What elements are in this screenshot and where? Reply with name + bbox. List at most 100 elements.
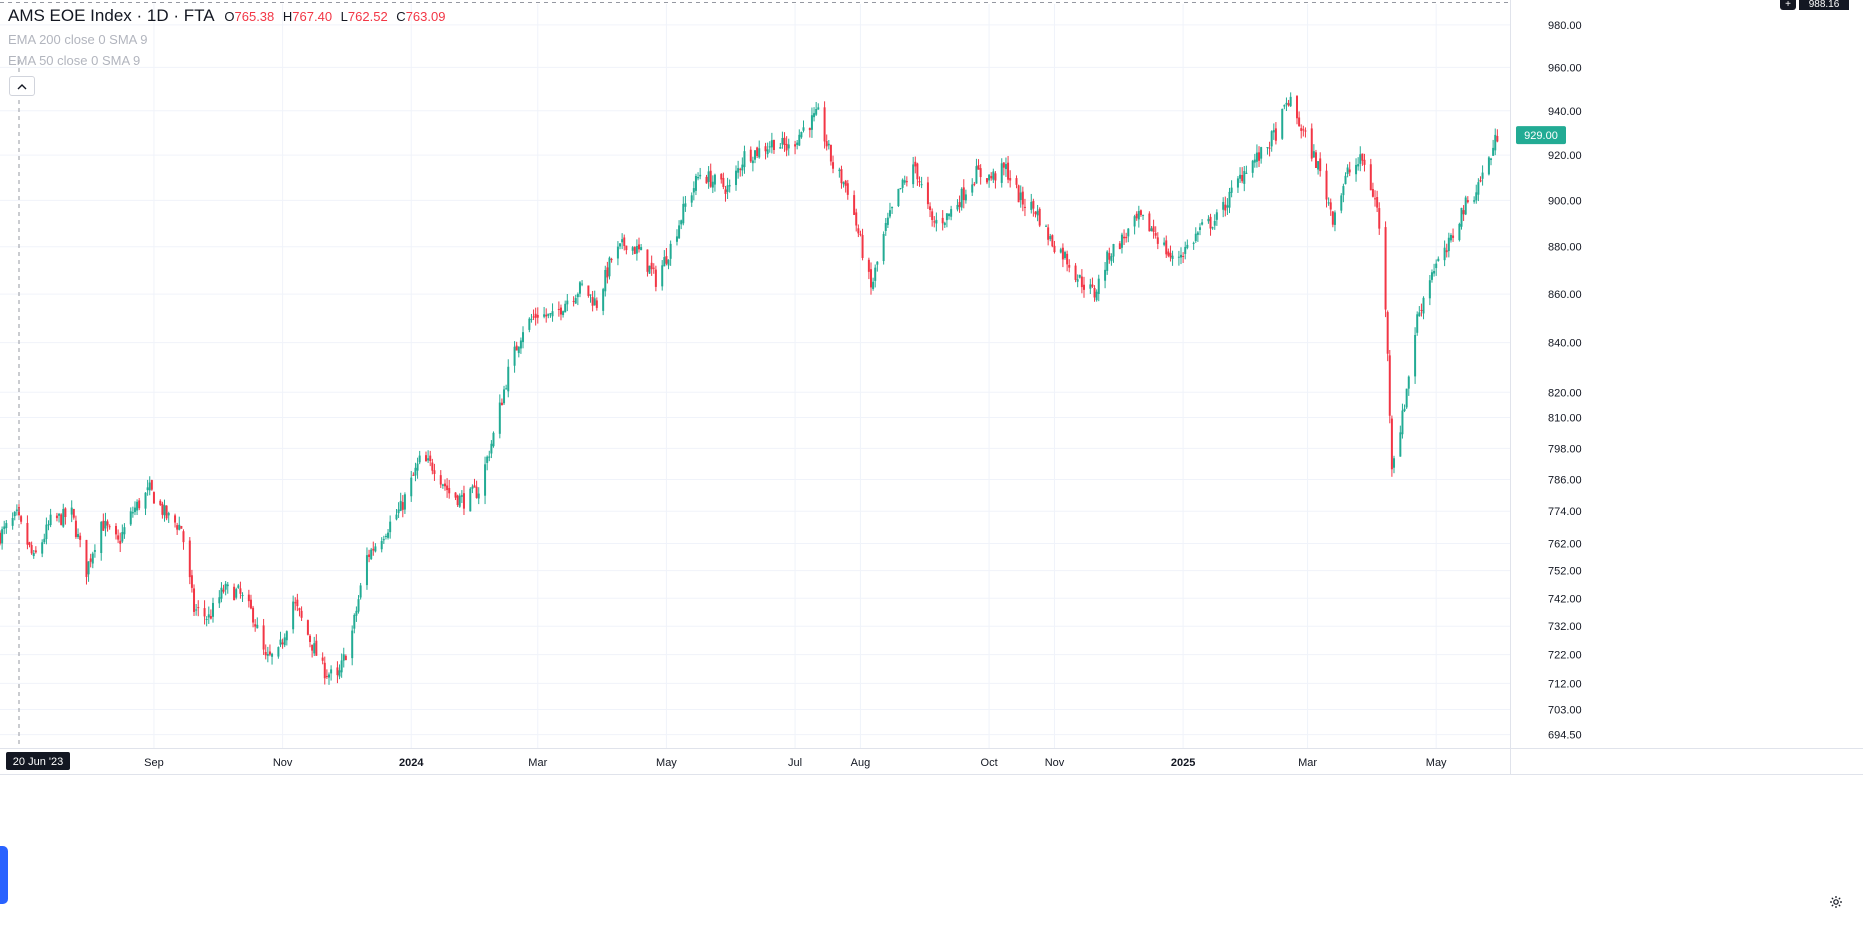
time-tick-label: Mar	[1298, 757, 1317, 769]
candle-body	[1030, 201, 1033, 210]
candle-body	[1211, 227, 1214, 229]
candle	[256, 617, 259, 629]
candle-body	[148, 482, 151, 491]
candle	[589, 294, 592, 303]
candle	[279, 631, 282, 648]
candle	[692, 181, 695, 201]
candle-body	[1481, 172, 1484, 179]
candle	[574, 294, 577, 304]
candle-body	[397, 509, 400, 514]
candle-body	[256, 624, 259, 629]
candle-body	[55, 515, 58, 519]
candle	[365, 547, 368, 590]
candle	[1433, 263, 1436, 277]
candle	[578, 280, 581, 298]
candle-body	[241, 594, 244, 597]
candle	[1064, 250, 1067, 260]
candle	[1464, 195, 1467, 216]
candle	[1393, 455, 1396, 474]
candle-body	[1171, 255, 1174, 260]
candle	[1384, 221, 1387, 318]
candle	[1369, 158, 1372, 191]
candle-body	[382, 539, 385, 541]
candle	[1319, 152, 1322, 177]
candle	[473, 478, 476, 488]
candle	[1186, 239, 1189, 250]
candle-body	[224, 583, 227, 590]
candle	[313, 636, 316, 657]
add-alert-plus-icon[interactable]: +	[1780, 0, 1796, 10]
candle-body	[121, 532, 124, 542]
candle-body	[817, 107, 820, 110]
candle-body	[233, 586, 236, 601]
candle	[359, 582, 362, 600]
candle-body	[492, 432, 495, 447]
candle	[1180, 247, 1183, 265]
candle-body	[741, 164, 744, 171]
candle	[1108, 247, 1111, 264]
candle	[758, 140, 761, 159]
candle-body	[252, 607, 255, 623]
time-tick-label: Mar	[528, 757, 547, 769]
indicator-ema-50[interactable]: EMA 50 close 0 SMA 9	[8, 53, 141, 68]
candle-body	[1150, 228, 1153, 232]
candle	[534, 307, 537, 326]
candle-body	[785, 143, 788, 151]
candle-body	[829, 144, 832, 162]
candle	[916, 162, 919, 186]
price-axis[interactable]: 694.50 703.00 712.00 722.00 732.00 742.00 752.…	[1510, 0, 1863, 924]
candle	[1266, 147, 1269, 155]
candle	[1243, 166, 1246, 192]
candle-body	[327, 674, 330, 678]
time-axis[interactable]: Sep Nov 2024 Mar May Jul Aug Oct Nov 2025 Mar May	[0, 748, 1863, 775]
candle-body	[1260, 147, 1263, 159]
candle	[741, 157, 744, 177]
candle	[798, 129, 801, 147]
candle	[1184, 241, 1187, 260]
candle-body	[1479, 179, 1482, 182]
candle-body	[756, 147, 759, 157]
legend-symbol[interactable]: AMS EOE Index · 1D · FTA	[8, 6, 214, 25]
candle-body	[631, 247, 634, 251]
indicator-ema-200[interactable]: EMA 200 close 0 SMA 9	[8, 32, 148, 47]
candle	[1097, 274, 1100, 302]
candle	[3, 520, 6, 535]
candle-body	[283, 637, 286, 646]
candle-body	[825, 141, 828, 147]
candle	[5, 520, 8, 534]
candle	[247, 589, 250, 608]
side-panel-tab[interactable]	[0, 846, 8, 904]
candle	[490, 440, 493, 459]
candle	[844, 179, 847, 193]
candle	[309, 634, 312, 648]
candle	[425, 451, 428, 462]
candle	[1061, 243, 1064, 268]
candle-body	[1490, 158, 1493, 160]
candle-body	[943, 222, 946, 226]
candle-body	[1097, 278, 1100, 295]
candle-body	[414, 467, 417, 476]
chart-settings-button[interactable]	[1825, 891, 1847, 913]
legend-collapse-button[interactable]	[9, 76, 35, 96]
candle	[562, 310, 565, 318]
candle-body	[1007, 162, 1010, 180]
candle	[72, 508, 75, 520]
candle	[610, 257, 613, 263]
candle-body	[867, 259, 870, 272]
candle	[1127, 228, 1130, 243]
candle	[1241, 167, 1244, 184]
candle	[148, 476, 151, 496]
candle-body	[410, 477, 413, 497]
candle-body	[855, 212, 858, 226]
candle-body	[106, 521, 109, 526]
candle	[129, 507, 132, 526]
candle	[1452, 228, 1455, 242]
candle-body	[1125, 236, 1128, 239]
candle	[682, 196, 685, 226]
candle	[488, 450, 491, 462]
candle-body	[359, 585, 362, 598]
candle-body	[652, 267, 655, 269]
candle-body	[566, 300, 569, 305]
